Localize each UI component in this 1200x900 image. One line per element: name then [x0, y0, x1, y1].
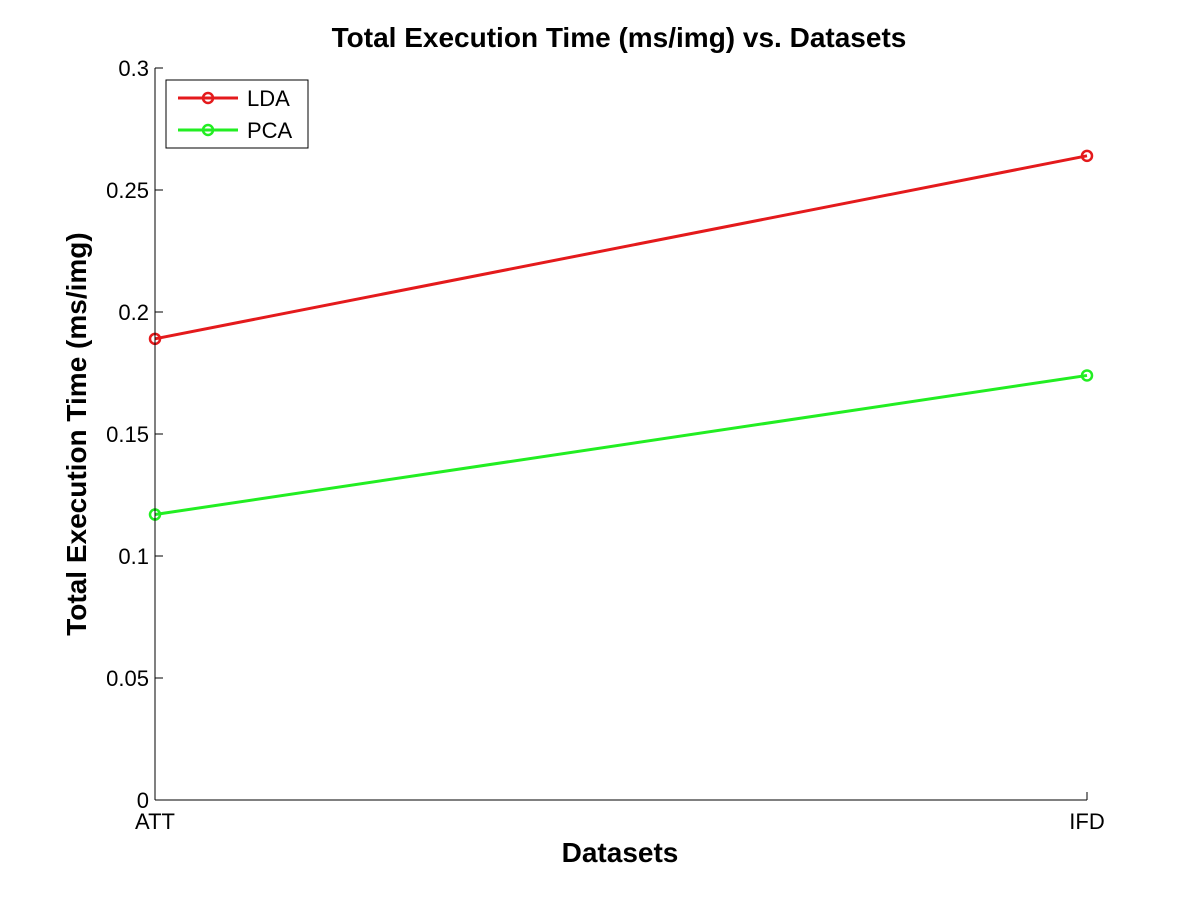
- legend-box: [165, 79, 309, 149]
- legend-marker-pca: [201, 123, 215, 137]
- x-tick-label: ATT: [135, 809, 175, 834]
- legend-marker-lda: [201, 91, 215, 105]
- legend-item-lda: LDA: [178, 86, 290, 111]
- y-axis-label: Total Execution Time (ms/img): [61, 232, 92, 635]
- x-axis: ATT IFD: [135, 792, 1105, 834]
- data-point-lda: [1080, 149, 1094, 163]
- legend-label-pca: PCA: [247, 118, 293, 143]
- legend: LDA PCA: [165, 79, 309, 149]
- y-tick-label: 0.3: [118, 56, 149, 81]
- legend-item-pca: PCA: [178, 118, 293, 143]
- x-axis-label: Datasets: [562, 837, 679, 868]
- y-axis: 0 0.05 0.1 0.15 0.2 0.25 0.3: [106, 56, 163, 813]
- y-tick-label: 0.1: [118, 544, 149, 569]
- data-point-pca: [1080, 369, 1094, 382]
- plot-area: 0 0.05 0.1 0.15 0.2 0.25 0.3 ATT IFD: [106, 56, 1105, 834]
- chart-title: Total Execution Time (ms/img) vs. Datase…: [332, 22, 907, 53]
- y-tick-label: 0: [137, 788, 149, 813]
- x-tick-label: IFD: [1069, 809, 1104, 834]
- y-tick-label: 0.25: [106, 178, 149, 203]
- y-tick-label: 0.15: [106, 422, 149, 447]
- series-layer: [148, 149, 1094, 521]
- series-line-lda: [154, 154, 1088, 341]
- y-tick-label: 0.2: [118, 300, 149, 325]
- series-line-pca: [154, 373, 1088, 517]
- legend-label-lda: LDA: [247, 86, 290, 111]
- y-tick-label: 0.05: [106, 666, 149, 691]
